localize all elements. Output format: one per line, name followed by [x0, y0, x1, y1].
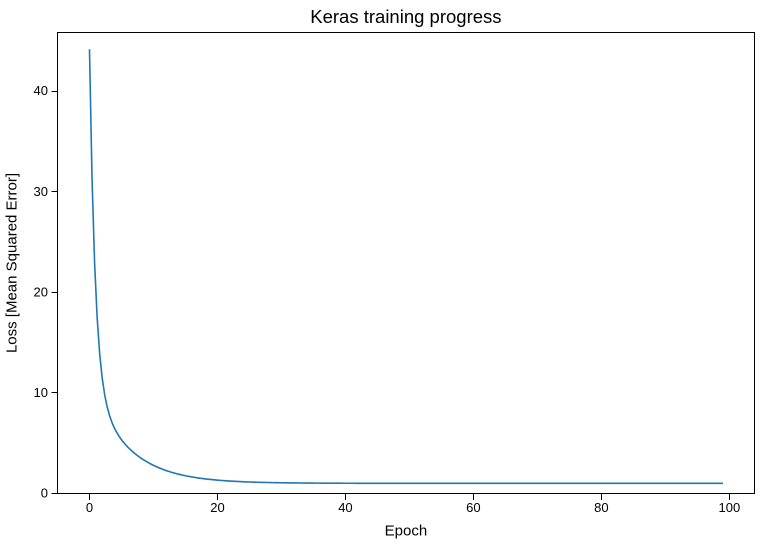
svg-text:100: 100: [719, 500, 741, 515]
svg-text:Epoch: Epoch: [385, 523, 428, 540]
svg-text:40: 40: [34, 83, 48, 98]
svg-text:40: 40: [338, 500, 352, 515]
svg-text:Loss [Mean Squared Error]: Loss [Mean Squared Error]: [4, 173, 21, 353]
svg-text:10: 10: [34, 385, 48, 400]
svg-text:0: 0: [86, 500, 93, 515]
svg-text:20: 20: [34, 284, 48, 299]
svg-text:80: 80: [594, 500, 608, 515]
svg-text:30: 30: [34, 184, 48, 199]
svg-text:20: 20: [210, 500, 224, 515]
svg-text:0: 0: [41, 486, 48, 501]
svg-text:60: 60: [466, 500, 480, 515]
svg-text:Keras training progress: Keras training progress: [310, 6, 501, 27]
